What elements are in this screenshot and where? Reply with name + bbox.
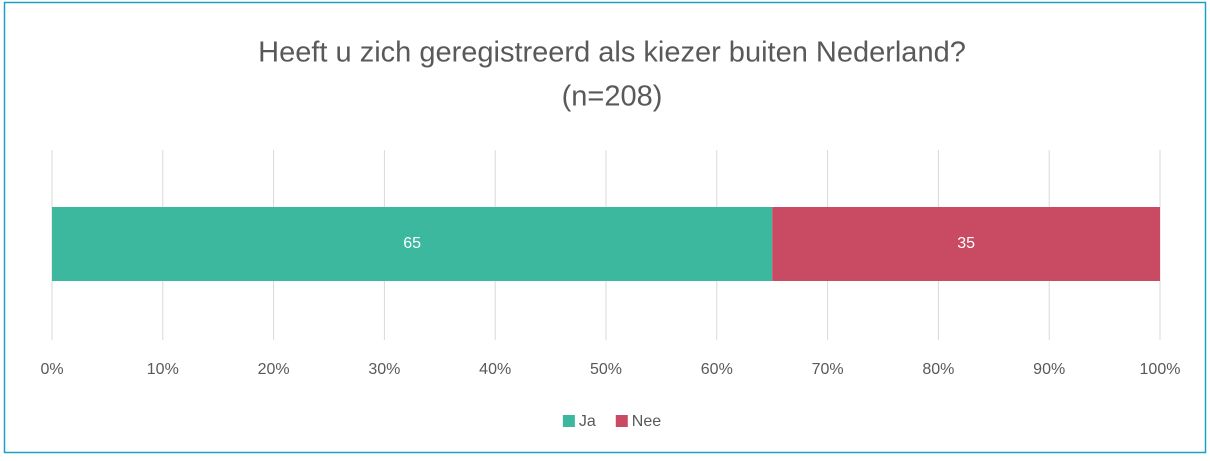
x-tick-label: 100%: [1140, 361, 1181, 378]
x-tick-label: 10%: [147, 361, 179, 378]
x-tick-label: 30%: [368, 361, 400, 378]
x-tick-label: 50%: [590, 361, 622, 378]
data-label: 35: [957, 235, 975, 252]
x-tick-label: 60%: [701, 361, 733, 378]
bar-segment: [772, 207, 1160, 281]
x-tick-label: 40%: [479, 361, 511, 378]
chart-title: Heeft u zich geregistreerd als kiezer bu…: [258, 37, 966, 69]
bar-segment: [52, 207, 773, 281]
legend-label: Ja: [579, 413, 596, 430]
x-tick-label: 90%: [1033, 361, 1065, 378]
x-tick-label: 80%: [922, 361, 954, 378]
x-tick-label: 20%: [258, 361, 290, 378]
legend-swatch: [562, 415, 575, 427]
chart-title: (n=208): [562, 81, 663, 113]
data-label: 65: [403, 235, 421, 252]
x-tick-label: 70%: [812, 361, 844, 378]
x-tick-label: 0%: [40, 361, 63, 378]
legend-label: Nee: [632, 413, 661, 430]
legend-swatch: [615, 415, 628, 427]
